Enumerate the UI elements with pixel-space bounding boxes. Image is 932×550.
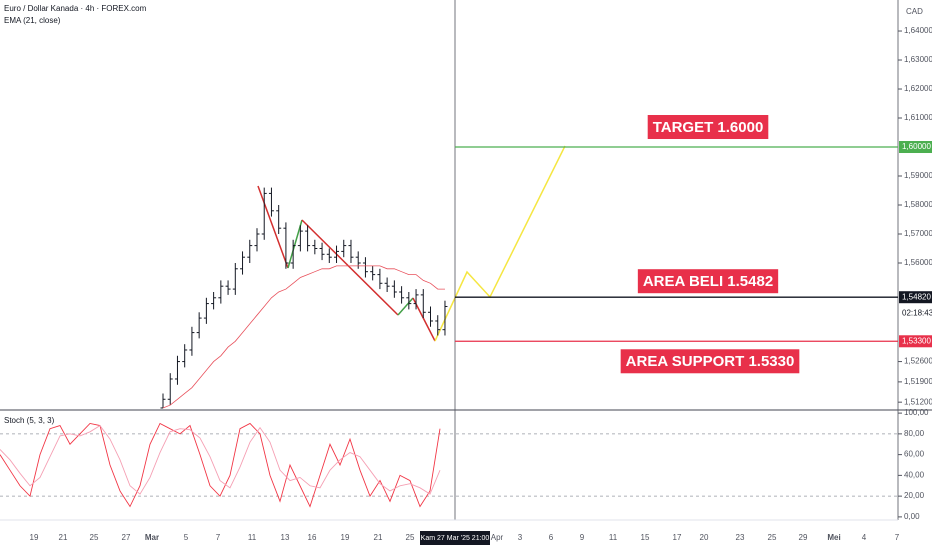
symbol: Euro / Dollar Kanada · 4h · FOREX.com [4, 4, 147, 13]
level-price: 1,53300 [902, 336, 931, 345]
x-tick-label: 19 [30, 533, 39, 542]
x-tick-label: 7 [216, 533, 221, 542]
crosshair-label-box [420, 531, 490, 545]
x-tick-label: 17 [673, 533, 682, 542]
level-label: AREA BELI 1.5482 [643, 273, 773, 290]
x-tick-label: 15 [641, 533, 650, 542]
y-tick-label: 20,00 [904, 491, 925, 500]
y-tick-label: 1,58000 [904, 200, 932, 209]
level-price-box [899, 141, 932, 154]
level-label: TARGET 1.6000 [653, 119, 764, 136]
x-tick-label: 9 [580, 533, 585, 542]
x-tick-label: 16 [308, 533, 317, 542]
x-tick-label: 23 [736, 533, 745, 542]
x-tick-label: Mei [827, 533, 840, 542]
indicator: EMA (21, close) [4, 16, 61, 25]
level-label-box [637, 269, 779, 294]
y-tick-label: 60,00 [904, 450, 925, 459]
ema-line [162, 265, 445, 409]
wave-down [412, 297, 436, 342]
x-tick-label: 6 [549, 533, 554, 542]
stoch-line [0, 424, 441, 495]
x-tick-label: 13 [281, 533, 290, 542]
y-tick-label: 1,51200 [904, 397, 932, 406]
y-tick-label: 1,63000 [904, 55, 932, 64]
x-tick-label: 19 [341, 533, 350, 542]
crosshair-label: Kam 27 Mar '25 21:00 [421, 535, 490, 542]
y-tick-label: 100,00 [904, 408, 929, 417]
wave-down [301, 219, 399, 316]
level-price-box [899, 335, 932, 348]
x-tick-label: 29 [799, 533, 808, 542]
countdown: 02:18:43 [902, 308, 932, 317]
y-tick-label: 1,62000 [904, 84, 932, 93]
currency: CAD [906, 7, 923, 16]
x-tick-label: 21 [59, 533, 68, 542]
stoch-line [0, 422, 441, 508]
y-tick-label: 80,00 [904, 429, 925, 438]
y-tick-label: 1,57000 [904, 229, 932, 238]
y-tick-label: 0,00 [904, 512, 920, 521]
wave-up [397, 297, 414, 316]
level-label-box [647, 115, 769, 140]
x-tick-label: 11 [248, 533, 257, 542]
x-tick-label: 20 [700, 533, 709, 542]
projection [434, 145, 566, 342]
y-tick-label: 1,61000 [904, 113, 932, 122]
x-tick-label: 25 [768, 533, 777, 542]
x-tick-label: 5 [184, 533, 189, 542]
stoch-title: Stoch (5, 3, 3) [4, 416, 55, 425]
y-tick-label: 1,51900 [904, 377, 932, 386]
x-tick-label: 21 [374, 533, 383, 542]
x-tick-label: 27 [122, 533, 131, 542]
wave-up [287, 219, 303, 269]
wave-down [257, 185, 289, 269]
y-tick-label: 1,52600 [904, 357, 932, 366]
level-price-box [899, 291, 932, 304]
level-label-box [620, 349, 800, 374]
level-label: AREA SUPPORT 1.5330 [626, 353, 795, 370]
x-tick-label: 25 [90, 533, 99, 542]
x-tick-label: Apr [491, 533, 504, 542]
y-tick-label: 1,56000 [904, 258, 932, 267]
x-tick-label: 11 [609, 533, 618, 542]
x-tick-label: 25 [406, 533, 415, 542]
x-tick-label: 7 [895, 533, 900, 542]
y-tick-label: 1,59000 [904, 171, 932, 180]
level-price: 1,54820 [902, 292, 931, 301]
y-tick-label: 40,00 [904, 470, 925, 479]
x-tick-label: 4 [862, 533, 867, 542]
x-tick-label: 3 [518, 533, 523, 542]
level-price: 1,60000 [902, 142, 931, 151]
y-tick-label: 1,64000 [904, 26, 932, 35]
x-tick-label: Mar [145, 533, 159, 542]
